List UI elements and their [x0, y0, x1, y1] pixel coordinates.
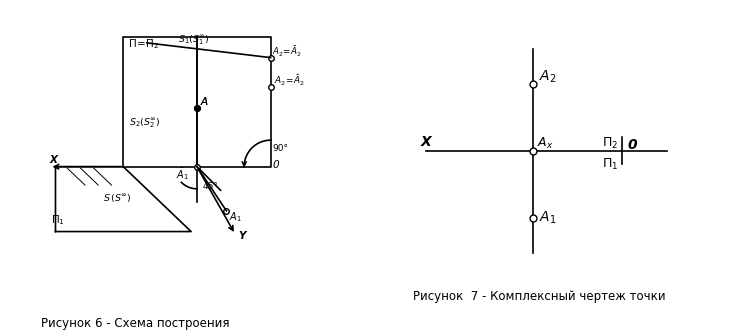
Text: Рисунок  7 - Комплексный чертеж точки: Рисунок 7 - Комплексный чертеж точки — [413, 290, 666, 303]
Text: $\Pi_2$: $\Pi_2$ — [601, 136, 617, 151]
Text: $A_2\!=\!\bar{A}_2$: $A_2\!=\!\bar{A}_2$ — [272, 45, 302, 59]
Text: Рисунок 6 - Схема построения
комплексного чертежа: Рисунок 6 - Схема построения комплексног… — [41, 317, 229, 335]
Text: $S_1(S_1^\infty)$: $S_1(S_1^\infty)$ — [178, 33, 209, 47]
Text: X: X — [50, 155, 58, 165]
Text: $A_2\!=\!\bar{A}_2$: $A_2\!=\!\bar{A}_2$ — [273, 74, 304, 88]
Text: $A_2$: $A_2$ — [539, 69, 556, 85]
Text: 90°: 90° — [272, 144, 288, 153]
Text: $S_2(S_2^\infty)$: $S_2(S_2^\infty)$ — [129, 116, 161, 130]
Text: $\bar{A}_1$: $\bar{A}_1$ — [176, 166, 190, 182]
Text: $S\,(S^\infty)$: $S\,(S^\infty)$ — [103, 193, 131, 205]
Text: 0: 0 — [272, 160, 278, 170]
Text: 0: 0 — [627, 138, 636, 152]
Text: Y: Y — [238, 231, 246, 241]
Text: $A_1$: $A_1$ — [230, 210, 242, 223]
Text: $\Pi_1$: $\Pi_1$ — [51, 213, 65, 226]
Text: 45°: 45° — [203, 182, 219, 191]
Text: $\Pi_1$: $\Pi_1$ — [601, 157, 618, 172]
Text: A: A — [200, 97, 208, 108]
Text: A: A — [200, 97, 208, 108]
Text: $A_x$: $A_x$ — [537, 136, 554, 151]
Text: $A_1$: $A_1$ — [539, 210, 556, 226]
Text: $\Pi\!=\!\Pi_2$: $\Pi\!=\!\Pi_2$ — [128, 37, 159, 51]
Text: X: X — [421, 135, 432, 149]
